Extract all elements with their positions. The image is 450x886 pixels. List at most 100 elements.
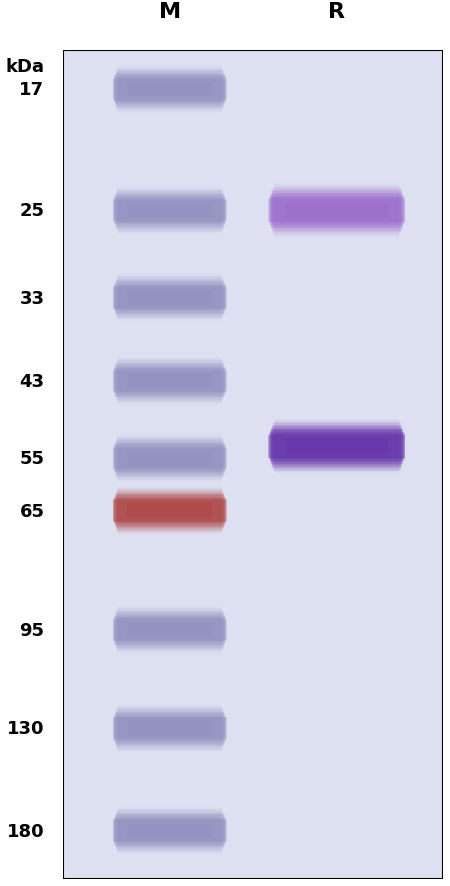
Bar: [117, 278, 223, 318]
Text: kDa: kDa: [5, 58, 45, 76]
Bar: [117, 488, 222, 533]
Bar: [117, 489, 222, 532]
Bar: [274, 419, 399, 474]
Bar: [117, 190, 222, 232]
Text: 65: 65: [19, 502, 45, 520]
Bar: [113, 500, 226, 523]
Bar: [114, 497, 225, 525]
Bar: [117, 808, 222, 853]
Bar: [274, 423, 400, 471]
Bar: [118, 274, 221, 323]
Bar: [113, 820, 226, 842]
Bar: [115, 443, 225, 474]
Bar: [115, 713, 225, 743]
Bar: [114, 198, 225, 225]
Bar: [117, 190, 223, 231]
Bar: [271, 430, 403, 464]
Bar: [113, 501, 227, 521]
Bar: [115, 283, 225, 314]
Bar: [114, 368, 225, 395]
Bar: [117, 360, 222, 403]
Bar: [113, 717, 226, 740]
Bar: [117, 609, 222, 651]
Bar: [118, 487, 221, 535]
Bar: [113, 288, 227, 308]
Bar: [117, 706, 222, 751]
Bar: [116, 362, 223, 400]
Bar: [116, 611, 223, 649]
Bar: [113, 201, 227, 222]
Bar: [274, 183, 399, 238]
Bar: [114, 198, 226, 223]
Bar: [273, 424, 400, 470]
Bar: [113, 369, 226, 392]
Bar: [127, 623, 212, 637]
Bar: [272, 427, 402, 467]
Text: 43: 43: [19, 372, 45, 390]
Bar: [117, 491, 223, 532]
Bar: [117, 809, 222, 852]
Text: 33: 33: [19, 289, 45, 307]
Bar: [114, 817, 225, 844]
Bar: [114, 76, 225, 104]
Bar: [116, 492, 223, 530]
Bar: [127, 83, 212, 97]
Bar: [115, 74, 225, 105]
Bar: [114, 618, 226, 642]
Bar: [118, 606, 221, 654]
Bar: [113, 620, 227, 641]
Bar: [271, 194, 403, 229]
Bar: [116, 279, 223, 317]
Bar: [114, 284, 225, 312]
Bar: [117, 276, 222, 321]
Bar: [127, 374, 212, 388]
Bar: [115, 195, 224, 228]
Bar: [115, 366, 225, 396]
Bar: [270, 431, 403, 462]
Bar: [270, 432, 404, 462]
Bar: [114, 285, 226, 311]
Bar: [127, 452, 212, 466]
Bar: [114, 818, 226, 843]
Bar: [115, 814, 224, 847]
Bar: [272, 425, 401, 469]
Bar: [116, 711, 224, 746]
Bar: [285, 203, 388, 219]
Bar: [127, 204, 212, 218]
Bar: [117, 67, 222, 113]
Bar: [274, 421, 400, 473]
Bar: [268, 435, 405, 458]
Bar: [118, 187, 221, 235]
Bar: [117, 707, 222, 750]
Bar: [269, 198, 405, 224]
Bar: [274, 185, 400, 237]
Bar: [269, 434, 405, 460]
Bar: [127, 824, 212, 838]
Text: 17: 17: [19, 81, 45, 99]
Bar: [117, 439, 223, 478]
Text: 25: 25: [19, 202, 45, 220]
Bar: [116, 813, 224, 849]
Bar: [270, 195, 403, 227]
Bar: [127, 291, 212, 306]
Bar: [113, 447, 226, 470]
Bar: [117, 70, 223, 110]
Bar: [113, 287, 226, 309]
Bar: [114, 498, 226, 524]
Bar: [273, 188, 400, 234]
Bar: [114, 715, 225, 742]
Bar: [117, 708, 223, 749]
Bar: [115, 615, 225, 645]
Bar: [114, 77, 226, 103]
Bar: [115, 442, 224, 475]
Text: M: M: [159, 2, 181, 22]
Bar: [274, 186, 400, 236]
Bar: [117, 361, 223, 401]
Bar: [116, 73, 224, 108]
Bar: [118, 357, 221, 405]
Bar: [114, 716, 226, 742]
Bar: [116, 441, 224, 477]
Bar: [271, 428, 402, 466]
Bar: [117, 610, 223, 650]
Bar: [113, 618, 226, 641]
